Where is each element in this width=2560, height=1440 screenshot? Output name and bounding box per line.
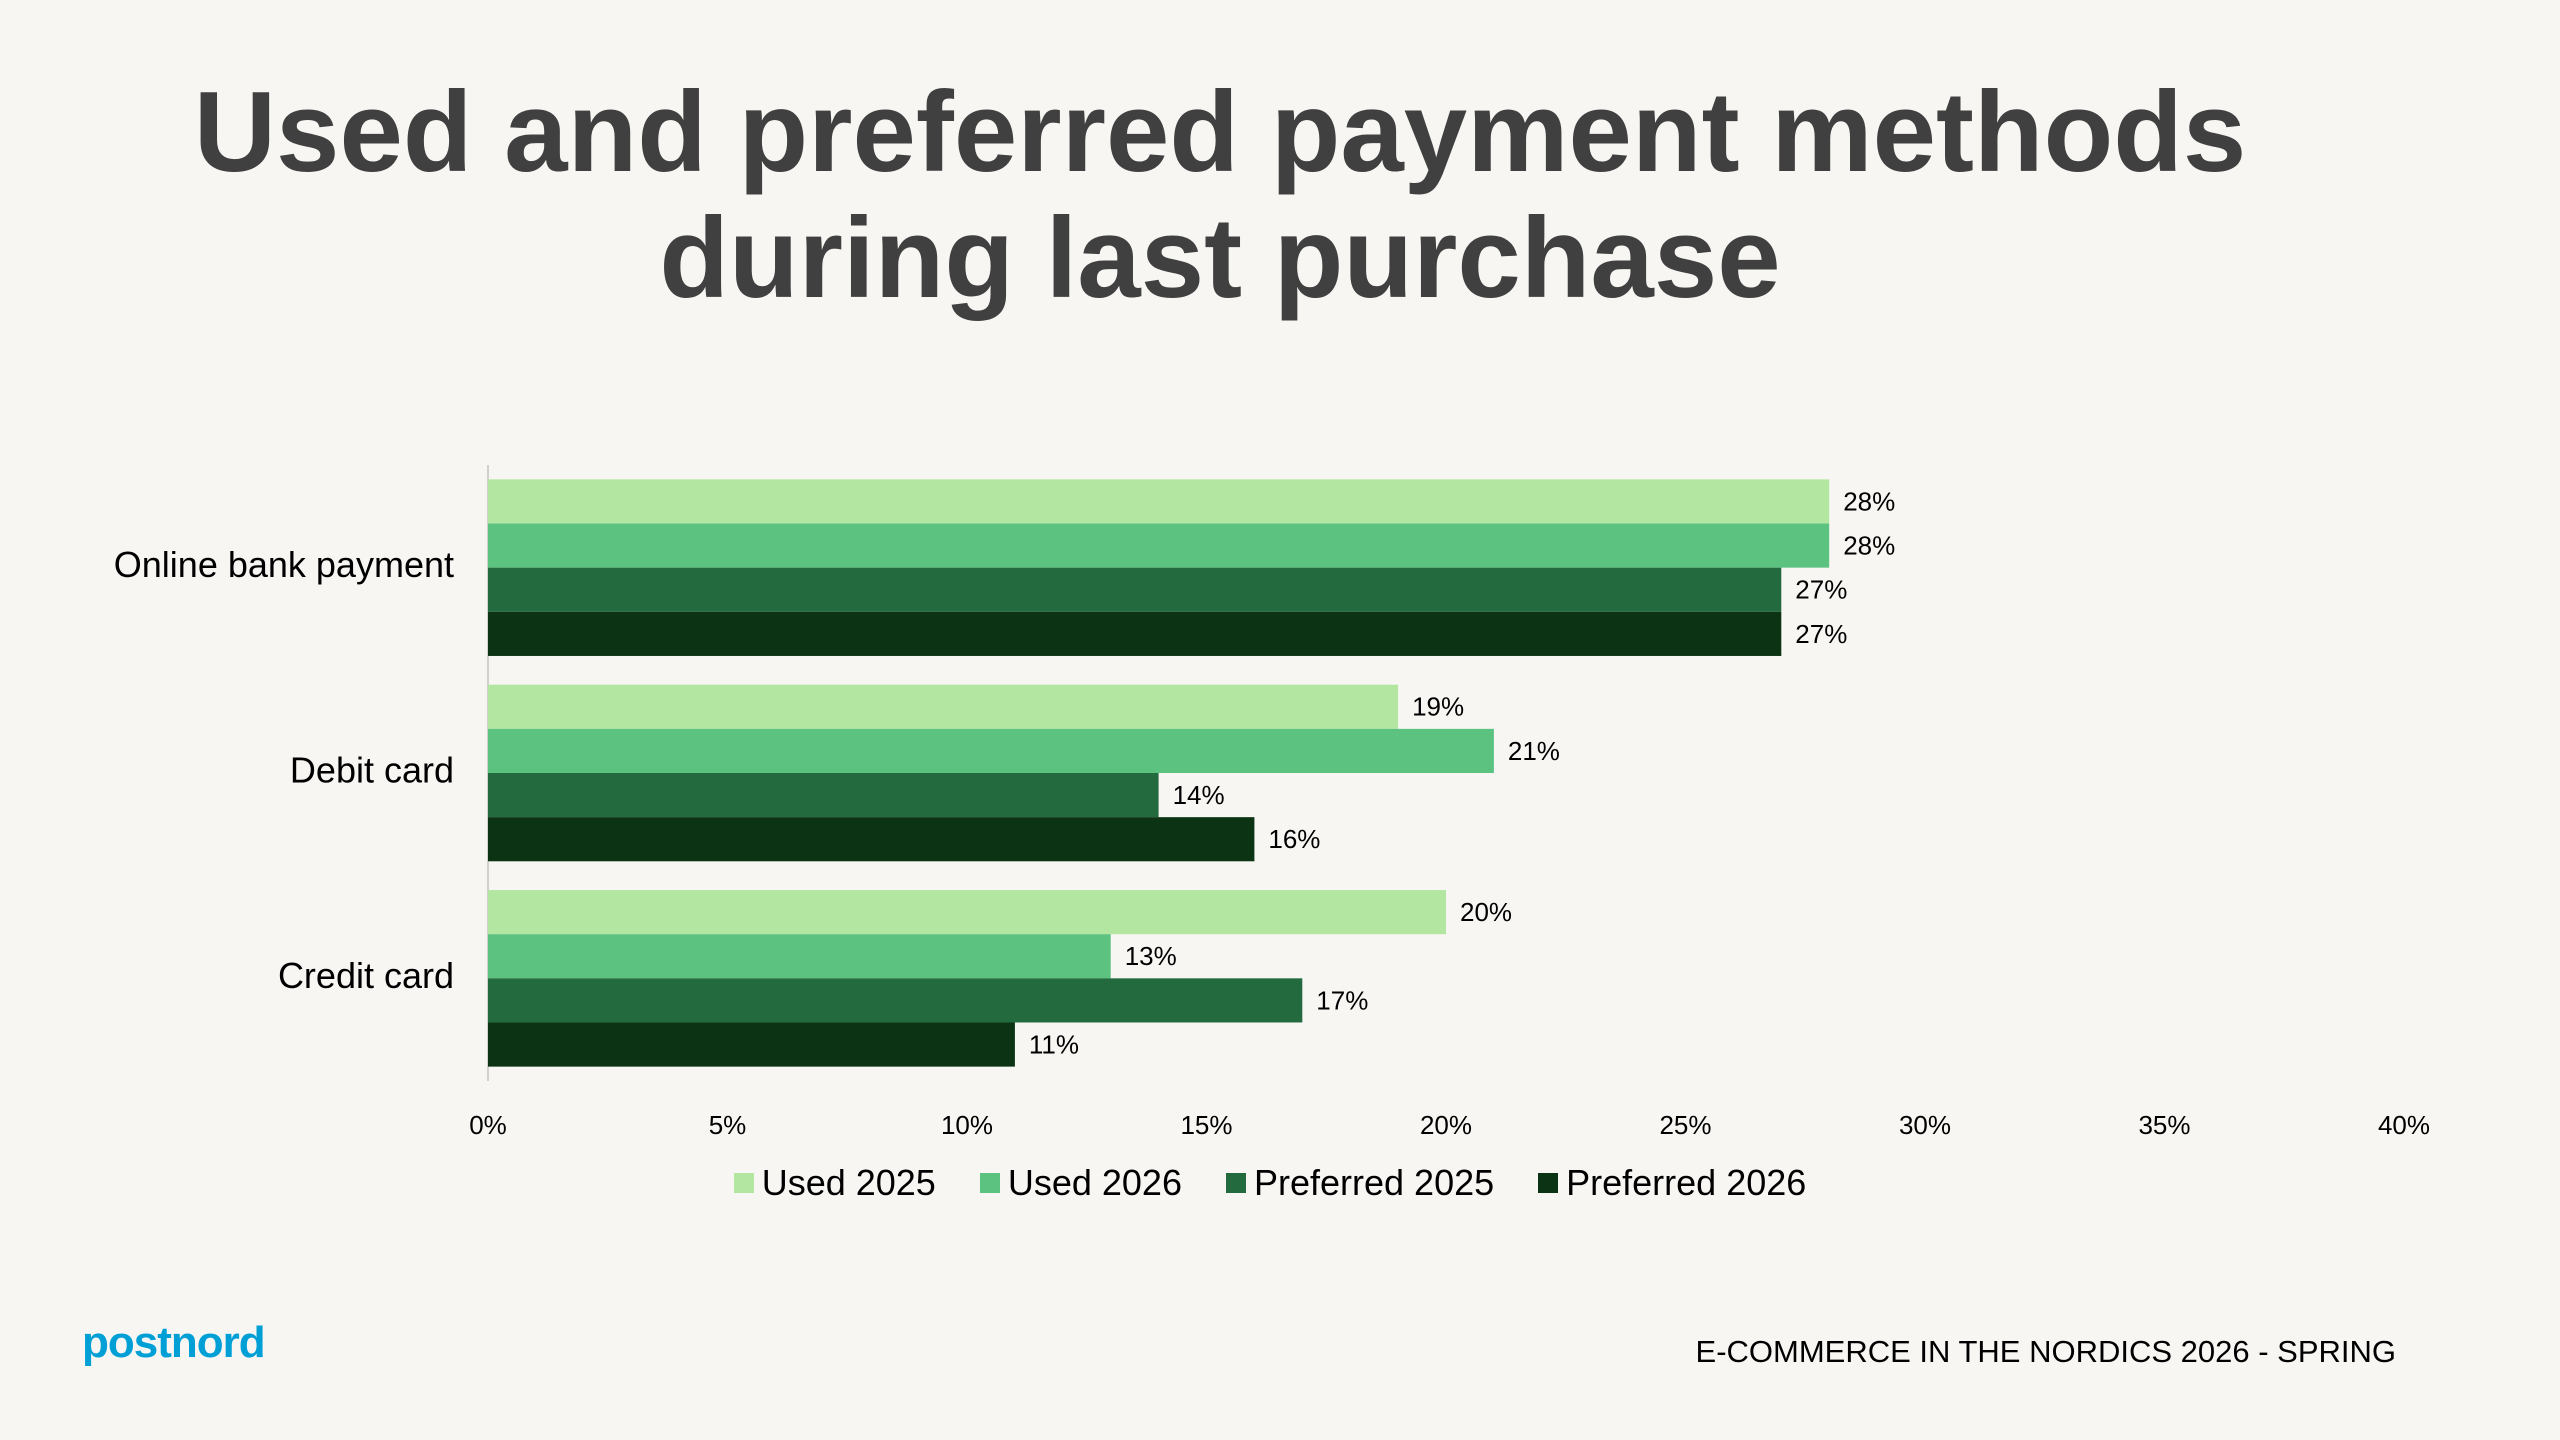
bar bbox=[488, 684, 1399, 729]
legend-item: Used 2025 bbox=[733, 1162, 936, 1204]
value-label: 21% bbox=[1508, 736, 1560, 766]
legend-label: Preferred 2025 bbox=[1253, 1162, 1495, 1203]
x-tick-label: 20% bbox=[1420, 1110, 1472, 1140]
value-label: 27% bbox=[1795, 619, 1847, 649]
legend-item: Used 2026 bbox=[979, 1162, 1182, 1204]
bar bbox=[488, 934, 1111, 979]
value-label: 17% bbox=[1316, 985, 1368, 1015]
legend-item: Preferred 2026 bbox=[1538, 1162, 1806, 1204]
bar bbox=[488, 817, 1255, 862]
chart-title: Used and preferred payment methods durin… bbox=[193, 69, 2247, 322]
x-tick-label: 0% bbox=[469, 1110, 507, 1140]
legend-swatch bbox=[1538, 1173, 1559, 1193]
logo: postnord bbox=[82, 1318, 266, 1367]
category-label: Debit card bbox=[290, 750, 454, 791]
bar bbox=[488, 773, 1159, 818]
value-label: 11% bbox=[1029, 1029, 1079, 1059]
category-label: Credit card bbox=[278, 955, 454, 996]
value-label: 13% bbox=[1125, 941, 1177, 971]
bar bbox=[488, 611, 1782, 656]
value-label: 28% bbox=[1843, 530, 1895, 560]
category-label: Online bank payment bbox=[114, 544, 454, 585]
x-tick-label: 5% bbox=[709, 1110, 747, 1140]
value-label: 27% bbox=[1795, 575, 1847, 605]
x-tick-label: 40% bbox=[2378, 1110, 2430, 1140]
x-tick-label: 35% bbox=[2138, 1110, 2190, 1140]
footer-caption: E-COMMERCE IN THE NORDICS 2026 - SPRING bbox=[1695, 1334, 2396, 1369]
legend-label: Used 2025 bbox=[761, 1162, 936, 1203]
legend: Used 2025 Used 2026 Preferred 2025 Preferre… bbox=[0, 1162, 2550, 1204]
bar bbox=[488, 890, 1446, 935]
legend-label: Used 2026 bbox=[1007, 1162, 1182, 1203]
value-label: 16% bbox=[1268, 824, 1320, 854]
legend-swatch bbox=[733, 1173, 754, 1193]
title-box: Used and preferred payment methods durin… bbox=[0, 70, 2440, 322]
legend-swatch bbox=[979, 1173, 1000, 1193]
value-label: 19% bbox=[1412, 692, 1464, 722]
x-tick-label: 30% bbox=[1899, 1110, 1951, 1140]
legend-swatch bbox=[1225, 1173, 1246, 1193]
legend-label: Preferred 2026 bbox=[1566, 1162, 1807, 1203]
x-tick-label: 15% bbox=[1180, 1110, 1232, 1140]
x-tick-label: 25% bbox=[1659, 1110, 1711, 1140]
bar bbox=[488, 523, 1830, 568]
value-label: 20% bbox=[1460, 897, 1512, 927]
x-tick-label: 10% bbox=[941, 1110, 993, 1140]
legend-item: Preferred 2025 bbox=[1225, 1162, 1495, 1204]
bar bbox=[488, 978, 1303, 1023]
value-label: 28% bbox=[1843, 486, 1895, 516]
bar bbox=[488, 567, 1782, 612]
bar bbox=[488, 728, 1494, 773]
bar bbox=[488, 1022, 1015, 1067]
bar bbox=[488, 479, 1830, 524]
value-label: 14% bbox=[1173, 780, 1225, 810]
